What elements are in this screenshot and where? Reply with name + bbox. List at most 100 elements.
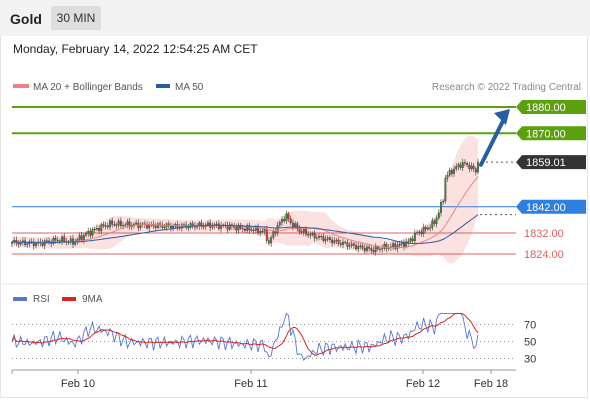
candle-body [420,231,423,235]
legend-ma50-label: MA 50 [175,82,204,93]
candle-body [115,224,118,226]
candle-body [326,237,329,240]
candle-body [272,231,275,238]
candle-body [298,228,301,232]
candle-body [416,232,418,234]
x-tick-label-2: Feb 12 [406,378,440,390]
candle-body [368,246,371,249]
candle-body [352,243,355,246]
candle-body [102,224,105,227]
candle-body [396,245,399,249]
candle-body [359,245,362,247]
candle-body [322,236,325,241]
candle-body [450,169,453,174]
forecast-arrow-shaft [479,115,507,167]
level-tag-1842.00: 1842.00 [526,202,566,214]
candle-body [424,226,427,230]
candle-body [474,168,477,173]
candle-body [320,236,323,238]
candle-body [457,164,460,167]
candle-body [104,225,107,227]
candle-body [418,231,421,233]
candle-body [363,247,366,251]
candle-body [215,223,218,225]
candle-body [411,238,414,242]
legend-ma20-swatch [13,84,29,88]
candle-body [315,237,318,239]
level-tag-1880.00-bg [516,100,586,114]
candle-body [187,227,190,229]
candle-body [409,238,412,242]
rsi-panel: 70 50 30 [11,312,536,366]
candle-body [78,235,81,240]
candle-body [54,238,57,241]
candle-body [291,222,294,227]
candle-body [252,229,255,231]
candle-body [163,226,166,229]
level-tag-1859.01-bg [516,155,586,170]
candle-body [45,240,48,242]
candle-body [17,242,20,245]
candle-body [461,162,464,168]
candle-body [466,163,469,166]
candle-body [361,245,364,249]
candle-body [246,225,249,231]
candle-body [117,220,120,226]
candle-body [85,233,87,236]
candle-body [426,227,429,230]
candle-body [344,241,347,244]
candle-body [281,219,283,223]
bollinger-bands [12,135,478,264]
candle-body [287,213,290,219]
x-tick-label-0: Feb 10 [61,378,95,390]
forecast-arrow-head [494,109,510,125]
candle-body [48,240,50,243]
candle-body [248,225,251,231]
rsi-tick-70: 70 [524,320,536,332]
candle-body [265,228,268,241]
candle-body [80,235,83,241]
candle-body [250,229,253,231]
candle-body [124,224,127,226]
candle-body [98,228,101,232]
candle-body [217,223,220,229]
level-tag-1870.00-bg [516,126,586,141]
candle-body [122,225,125,227]
candle-body [381,248,384,250]
candle-body [276,224,279,234]
candle-body [58,240,61,242]
bollinger-band-area [12,135,478,264]
candle-body [200,222,203,227]
candle-body [93,228,96,231]
candle-body [398,244,401,246]
candle-body [468,164,471,169]
candle-body [32,241,35,246]
candle-body [261,231,264,233]
legend-ma50-swatch [156,84,170,88]
candle-body [470,165,473,169]
candle-body [235,227,238,231]
candle-body [283,219,286,222]
candle-body [237,224,240,231]
candle-body [239,224,242,229]
candle-body [335,239,338,241]
candle-body [296,223,299,229]
candle-body [385,244,388,249]
candle-body [365,246,368,251]
legend-9ma-swatch [62,297,76,301]
candle-body [339,243,342,245]
candle-body [300,231,303,233]
period-button[interactable]: 30 MIN [51,6,101,30]
legend-rsi-swatch [13,297,27,301]
legend-rsi-label: RSI [33,294,50,305]
candle-body [180,224,183,229]
candle-body [61,236,64,242]
legend-9ma-label: 9MA [82,294,103,305]
x-axis-ticks: Feb 10 Feb 11 Feb 12 Feb 18 [11,370,508,390]
level-tag-1880.00: 1880.00 [526,102,566,114]
candle-body [433,220,436,224]
candle-body [268,240,270,244]
candle-body [56,240,59,242]
candle-body [270,237,273,244]
candle-body [241,228,244,230]
